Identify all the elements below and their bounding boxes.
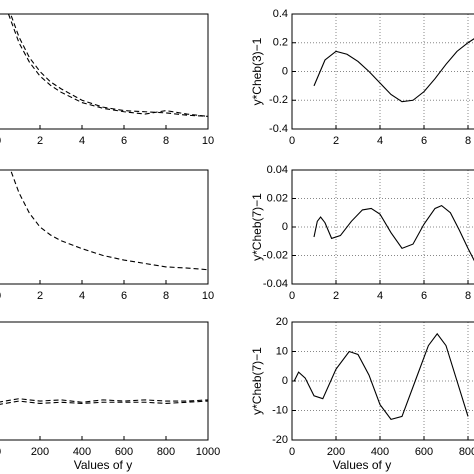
y-tick-label: -20 — [272, 434, 288, 446]
y-tick-label: 10 — [276, 345, 288, 357]
y-tick-label: -0.02 — [263, 249, 288, 261]
line-series — [10, 14, 208, 117]
line-series — [313, 38, 474, 103]
panel: 0 2 4 6 8 -0.4 -0.2 0 0.2 0.4 y*Cheb(3)−1 — [250, 8, 474, 147]
x-tick-label: 0 — [289, 290, 295, 302]
x-tick-label: 0 — [0, 446, 1, 458]
x-tick-label: 1000 — [196, 446, 220, 458]
plot-area — [0, 398, 208, 405]
panel: 0 2 4 6 8 10 — [0, 169, 214, 302]
y-tick-label: 0 — [282, 65, 288, 77]
x-tick-label: 0 — [289, 135, 295, 147]
y-tick-label: 0 — [282, 221, 288, 233]
x-tick-label: 800 — [459, 446, 474, 458]
plot-area — [313, 38, 474, 103]
axes-frame — [0, 13, 209, 130]
x-axis-label: Values of y — [74, 458, 132, 472]
x-tick-label: 6 — [421, 135, 427, 147]
y-tick-label: 20 — [276, 316, 288, 328]
x-tick-label: 8 — [465, 135, 471, 147]
y-tick-label: 0.02 — [267, 192, 288, 204]
panel: 0 200 400 600 800 1000 Values of y — [0, 321, 220, 472]
y-tick-label: 0.2 — [273, 37, 288, 49]
x-tick-label: 6 — [121, 290, 127, 302]
y-tick-label: 0.04 — [267, 164, 288, 176]
y-tick-label: 0.4 — [273, 8, 288, 20]
panel: 0 2 4 6 8 10 — [0, 13, 214, 147]
x-tick-label: 600 — [415, 446, 433, 458]
x-tick-label: 10 — [202, 290, 214, 302]
x-tick-label: 400 — [73, 446, 91, 458]
x-tick-label: 10 — [202, 135, 214, 147]
x-tick-label: 2 — [333, 290, 339, 302]
x-tick-label: 0 — [0, 290, 1, 302]
x-tick-label: 800 — [157, 446, 175, 458]
x-tick-label: 0 — [0, 135, 1, 147]
y-tick-label: 0 — [282, 375, 288, 387]
axes-frame — [0, 321, 209, 441]
x-axis-label: Values of y — [333, 458, 391, 472]
y-tick-label: -10 — [272, 404, 288, 416]
panel: 0 2 4 6 8 -0.04 -0.02 0 0.02 0.04 y*Cheb(7)−1 — [250, 164, 474, 302]
panel: 0 200 400 600 800 -20 -10 0 10 20 Values of y y*Che… — [250, 316, 474, 472]
x-tick-label: 200 — [327, 446, 345, 458]
axes-frame — [291, 13, 474, 130]
y-tick-label: -0.04 — [263, 278, 288, 290]
y-axis-label: y*Cheb(7)−1 — [250, 193, 264, 261]
plot-area — [10, 170, 208, 271]
x-tick-label: 2 — [37, 135, 43, 147]
x-tick-label: 0 — [289, 446, 295, 458]
x-tick-label: 2 — [333, 135, 339, 147]
x-tick-label: 8 — [465, 290, 471, 302]
x-tick-label: 4 — [377, 290, 383, 302]
plot-area — [313, 204, 474, 262]
x-tick-label: 8 — [163, 290, 169, 302]
x-tick-label: 4 — [79, 135, 85, 147]
plot-area — [7, 14, 208, 117]
x-tick-label: 6 — [121, 135, 127, 147]
line-series — [0, 398, 208, 403]
y-tick-label: -0.4 — [269, 123, 288, 135]
x-tick-label: 2 — [37, 290, 43, 302]
plot-area — [293, 332, 469, 420]
x-tick-label: 600 — [115, 446, 133, 458]
x-tick-label: 4 — [377, 135, 383, 147]
x-tick-label: 6 — [421, 290, 427, 302]
y-axis-label: y*Cheb(7)−1 — [250, 347, 264, 415]
x-tick-label: 200 — [31, 446, 49, 458]
line-series — [313, 204, 474, 262]
line-series — [7, 14, 208, 117]
line-series — [293, 332, 469, 420]
line-series — [0, 400, 208, 405]
y-tick-label: -0.2 — [269, 94, 288, 106]
axes-frame — [291, 169, 474, 285]
axes-frame — [0, 169, 209, 285]
y-axis-label: y*Cheb(3)−1 — [250, 37, 264, 105]
axes-frame — [291, 321, 474, 441]
x-tick-label: 400 — [371, 446, 389, 458]
x-tick-label: 4 — [79, 290, 85, 302]
x-tick-label: 8 — [163, 135, 169, 147]
line-series — [10, 170, 208, 271]
